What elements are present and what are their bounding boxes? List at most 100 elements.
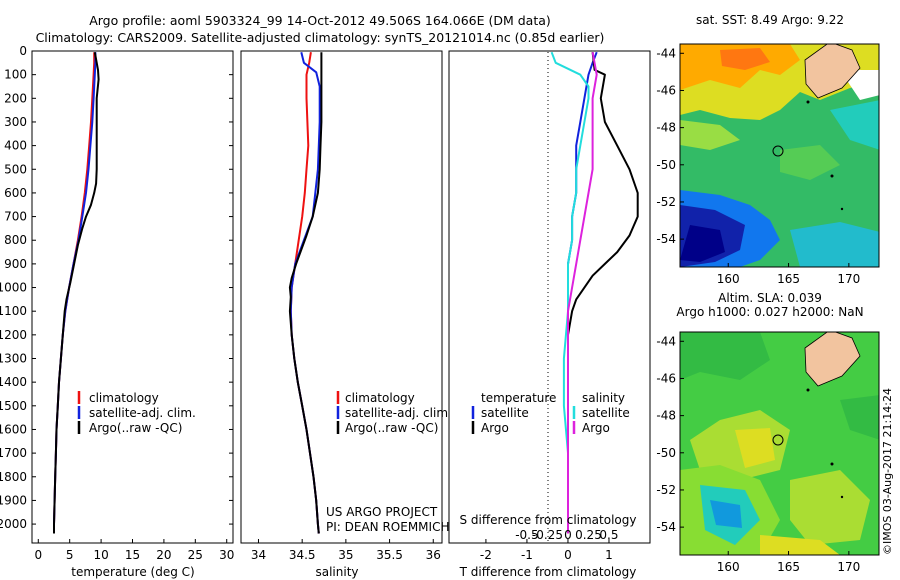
sst-map-title: sat. SST: 8.49 Argo: 9.22 xyxy=(696,13,844,27)
legend-t-satellite-label: satellite xyxy=(481,406,529,420)
imos-stamp: ©IMOS 03-Aug-2017 21:14:24 xyxy=(881,388,894,555)
t-difference-label: T difference from climatology xyxy=(459,565,637,579)
differences-axes-frame xyxy=(448,50,651,544)
map-y-tick-label: -54 xyxy=(656,520,676,534)
y-tick-label: 300 xyxy=(4,115,27,129)
sst-heatmap-field xyxy=(680,44,879,267)
differences-legend: temperature salinity satellite Argo sate… xyxy=(471,391,630,435)
legend-climatology-label: climatology xyxy=(89,391,159,405)
y-tick-label: 500 xyxy=(4,162,27,176)
x-tick-label: 15 xyxy=(125,548,140,562)
legend-temperature-header: temperature xyxy=(481,391,556,405)
y-tick-label: 2000 xyxy=(0,517,27,531)
y-tick-label: 1600 xyxy=(0,422,27,436)
map-y-tick-label: -44 xyxy=(656,334,676,348)
x-tick-label: 34.5 xyxy=(289,548,316,562)
x-tick-label: 34 xyxy=(251,548,266,562)
s-tick-label: 0.25 xyxy=(575,528,602,542)
map-x-tick-label: 170 xyxy=(837,272,860,286)
sla-map-frame xyxy=(679,331,880,556)
salinity-legend: climatology satellite-adj. clim. Argo(..… xyxy=(336,391,452,435)
y-tick-label: 1400 xyxy=(0,375,27,389)
map-x-tick-label: 160 xyxy=(717,560,740,574)
series-line-argo-raw-qc--2 xyxy=(53,52,100,534)
y-tick-label: 1000 xyxy=(0,281,27,295)
sla-map-title: Altim. SLA: 0.039 xyxy=(718,291,822,305)
salinity-x-label: salinity xyxy=(315,565,358,579)
x-tick-label: 0 xyxy=(564,548,572,562)
y-tick-label: 200 xyxy=(4,91,27,105)
x-tick-label: -1 xyxy=(521,548,533,562)
s-tick-label: 0.5 xyxy=(599,528,618,542)
x-tick-label: 1 xyxy=(605,548,613,562)
legend-argo-label: Argo(..raw -QC) xyxy=(89,421,182,435)
series-line-argo-1 xyxy=(567,52,639,534)
y-tick-label: 400 xyxy=(4,139,27,153)
s-tick-label: -0.5 xyxy=(515,528,538,542)
legend-satellite-label: satellite-adj. clim. xyxy=(345,406,452,420)
pi-annotation: PI: DEAN ROEMMICH xyxy=(326,520,449,534)
sla-map-axes: 160 165 170 -44 -46 -48 -50 -52 -54 xyxy=(656,334,860,574)
temperature-lines xyxy=(53,52,100,534)
y-tick-label: 1200 xyxy=(0,328,27,342)
salinity-axes-frame xyxy=(240,50,443,544)
y-tick-label: 1300 xyxy=(0,352,27,366)
s-tick-label: 0 xyxy=(564,528,572,542)
salinity-lines xyxy=(288,51,323,534)
y-tick-label: 0 xyxy=(19,44,27,58)
map-x-tick-label: 165 xyxy=(777,560,800,574)
differences-x-axis: -2 -1 0 1 xyxy=(480,539,613,562)
map-y-tick-label: -52 xyxy=(656,195,676,209)
s-difference-tick-labels: -0.5-0.25 0 0.250.5 xyxy=(515,528,618,542)
x-tick-label: 30 xyxy=(219,548,234,562)
panel-temperature: 0100200300400500600700800900100011001200… xyxy=(0,44,234,579)
sla-map: Altim. SLA: 0.039 Argo h1000: 0.027 h200… xyxy=(656,291,880,574)
sla-argo-marker xyxy=(772,434,784,446)
x-tick-label: 35.5 xyxy=(376,548,403,562)
x-tick-label: 35 xyxy=(338,548,353,562)
panel-differences: -2 -1 0 1 temperature salinity satellite Ar… xyxy=(448,50,651,579)
y-tick-label: 900 xyxy=(4,257,27,271)
legend-salinity-header: salinity xyxy=(582,391,625,405)
series-line-argo-3 xyxy=(567,52,598,534)
s-tick-label: -0.25 xyxy=(532,528,563,542)
y-tick-label: 1800 xyxy=(0,470,27,484)
map-y-tick-label: -54 xyxy=(656,232,676,246)
panel-salinity: 34 34.5 35 35.5 36 climatology satellite-adj… xyxy=(240,50,452,579)
legend-t-argo-label: Argo xyxy=(481,421,509,435)
figure-title-line2: Climatology: CARS2009. Satellite-adjuste… xyxy=(35,30,605,45)
salinity-x-axis: 34 34.5 35 35.5 36 xyxy=(251,539,441,562)
sla-heatmap-field xyxy=(680,332,879,555)
legend-s-satellite-label: satellite xyxy=(582,406,630,420)
y-tick-label: 800 xyxy=(4,233,27,247)
temperature-x-label: temperature (deg C) xyxy=(71,565,194,579)
x-tick-label: -2 xyxy=(480,548,492,562)
x-tick-label: 10 xyxy=(93,548,108,562)
sst-map: sat. SST: 8.49 Argo: 9.22 160 165 170 -44 -4… xyxy=(656,13,880,286)
map-y-tick-label: -52 xyxy=(656,483,676,497)
map-x-tick-label: 170 xyxy=(837,560,860,574)
legend-climatology-label: climatology xyxy=(345,391,415,405)
differences-lines xyxy=(550,51,639,534)
temperature-legend: climatology satellite-adj. clim. Argo(..… xyxy=(77,391,196,435)
map-y-tick-label: -44 xyxy=(656,46,676,60)
map-y-tick-label: -48 xyxy=(656,121,676,135)
map-x-tick-label: 165 xyxy=(777,272,800,286)
legend-satellite-label: satellite-adj. clim. xyxy=(89,406,196,420)
y-tick-label: 700 xyxy=(4,210,27,224)
x-tick-label: 5 xyxy=(66,548,74,562)
x-tick-label: 20 xyxy=(156,548,171,562)
y-tick-label: 1900 xyxy=(0,493,27,507)
map-y-tick-label: -50 xyxy=(656,158,676,172)
figure-title-line1: Argo profile: aoml 5903324_99 14-Oct-201… xyxy=(89,13,551,28)
y-tick-label: 1500 xyxy=(0,399,27,413)
map-y-tick-label: -48 xyxy=(656,409,676,423)
sst-argo-marker xyxy=(772,145,784,157)
temperature-y-axis: 0 100 200 300 400 500 600 700 800 900 1000 1100 1200… xyxy=(0,44,233,531)
project-annotation: US ARGO PROJECT xyxy=(326,505,438,519)
temperature-axes-frame xyxy=(31,50,234,544)
map-y-tick-label: -46 xyxy=(656,83,676,97)
series-line-satellite-2 xyxy=(550,51,590,534)
x-tick-label: 25 xyxy=(188,548,203,562)
